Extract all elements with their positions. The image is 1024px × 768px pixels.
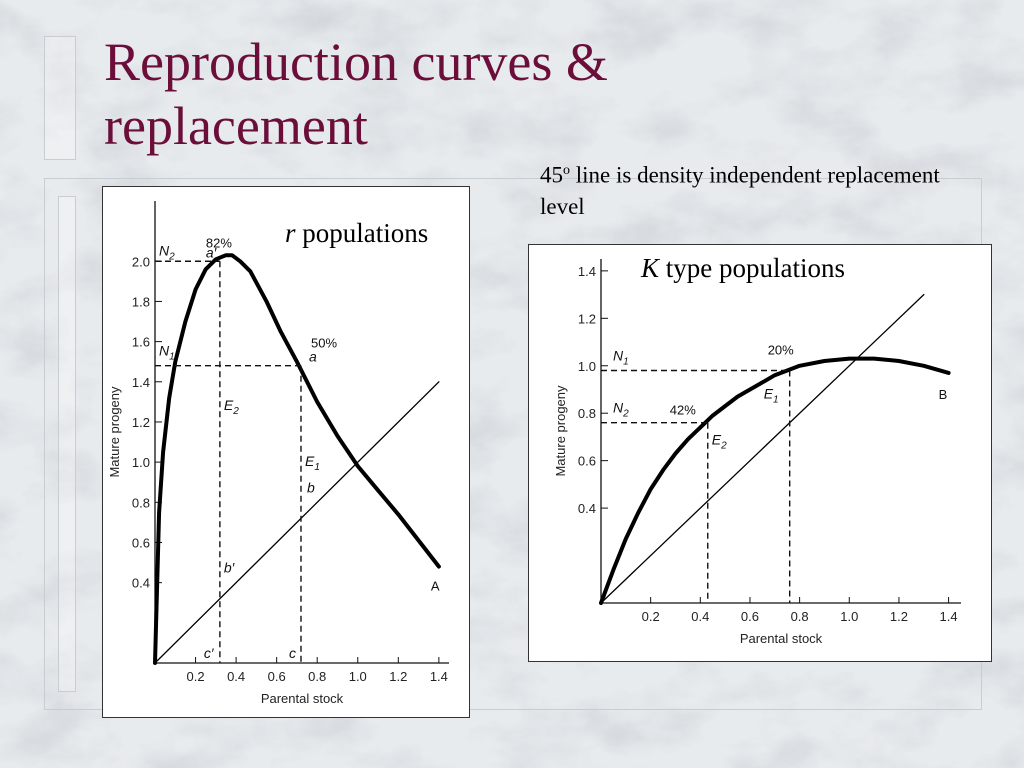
chart-title: r populations	[285, 218, 428, 248]
note-text: line is density independent replacement …	[540, 162, 940, 219]
n2-label: N2	[159, 242, 175, 262]
y-tick-label: 0.8	[132, 495, 150, 510]
decorative-bar-top	[44, 36, 76, 160]
y-axis-label: Mature progeny	[553, 385, 568, 477]
chart-title: K type populations	[640, 253, 845, 283]
y-tick-label: 1.0	[132, 455, 150, 470]
x-tick-label: 0.2	[187, 669, 205, 684]
y-tick-label: 2.0	[132, 254, 150, 269]
replacement-line	[154, 381, 440, 664]
reproduction-curve	[153, 253, 441, 665]
pct-50-label: 50%	[311, 336, 337, 351]
c-label: c	[289, 645, 296, 661]
r-population-chart: 0.2 0.4 0.6 0.8 1.0 1.2 1.4 0.4 0.6 0.8 1.0 1.2 1.4 1…	[107, 201, 449, 706]
x-tick-label: 1.2	[890, 609, 908, 624]
y-tick-label: 1.4	[578, 264, 596, 279]
decorative-bar-left	[58, 196, 76, 692]
b-prime-label: b′	[224, 560, 236, 576]
pct-82-label: 82%	[206, 235, 232, 250]
y-tick-label: 0.8	[578, 406, 596, 421]
y-tick-label: 1.2	[132, 415, 150, 430]
curve-b-label: B	[939, 387, 948, 402]
x-tick-label: 1.0	[349, 669, 367, 684]
x-tick-label: 0.8	[791, 609, 809, 624]
note-degree: o	[563, 163, 570, 178]
k-population-chart: 0.2 0.4 0.6 0.8 1.0 1.2 1.4 0.4 0.6 0.8 1.0 1.2 1.4 P…	[553, 253, 961, 646]
x-tick-label: 1.4	[940, 609, 958, 624]
y-tick-label: 0.6	[132, 535, 150, 550]
y-tick-label: 1.6	[132, 335, 150, 350]
y-tick-label: 1.0	[578, 359, 596, 374]
x-tick-label: 0.6	[268, 669, 286, 684]
replacement-line	[600, 293, 925, 604]
y-tick-label: 1.8	[132, 294, 150, 309]
x-tick-label: 0.4	[227, 669, 245, 684]
pct-20-label: 20%	[768, 343, 794, 358]
y-tick-label: 1.2	[578, 311, 596, 326]
k-population-chart-panel: 0.2 0.4 0.6 0.8 1.0 1.2 1.4 0.4 0.6 0.8 1.0 1.2 1.4 P…	[528, 244, 992, 662]
e2-label: E2	[712, 432, 727, 452]
b-label: b	[307, 479, 315, 495]
x-tick-label: 0.2	[642, 609, 660, 624]
r-population-chart-panel: 0.2 0.4 0.6 0.8 1.0 1.2 1.4 0.4 0.6 0.8 1.0 1.2 1.4 1…	[102, 186, 470, 718]
e2-label: E2	[224, 397, 239, 417]
x-tick-label: 0.4	[691, 609, 709, 624]
x-axis-label: Parental stock	[261, 691, 344, 706]
x-tick-label: 0.8	[308, 669, 326, 684]
x-tick-label: 1.4	[430, 669, 448, 684]
a-prime-label: a′	[206, 244, 218, 260]
pct-42-label: 42%	[670, 403, 696, 418]
note-prefix: 45	[540, 162, 563, 188]
x-tick-label: 1.0	[840, 609, 858, 624]
replacement-note: 45o line is density independent replacem…	[540, 155, 940, 222]
y-tick-label: 0.4	[132, 576, 150, 591]
n1-label: N1	[613, 348, 629, 368]
y-tick-label: 1.4	[132, 375, 150, 390]
n2-label: N2	[613, 400, 629, 420]
y-tick-label: 0.4	[578, 501, 596, 516]
n1-label: N1	[159, 343, 175, 363]
e1-label: E1	[764, 386, 779, 406]
e1-label: E1	[305, 453, 320, 473]
x-axis-label: Parental stock	[740, 631, 823, 646]
a-label: a	[309, 349, 317, 365]
y-axis-label: Mature progeny	[107, 386, 122, 478]
x-tick-label: 0.6	[741, 609, 759, 624]
curve-a-label: A	[431, 579, 440, 594]
c-prime-label: c′	[204, 645, 215, 661]
x-tick-label: 1.2	[389, 669, 407, 684]
y-tick-label: 0.6	[578, 454, 596, 469]
slide-title: Reproduction curves & replacement	[104, 32, 608, 156]
